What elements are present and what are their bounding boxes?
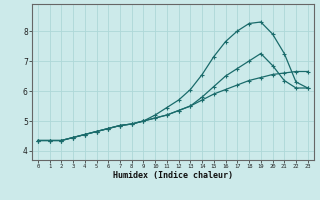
- X-axis label: Humidex (Indice chaleur): Humidex (Indice chaleur): [113, 171, 233, 180]
